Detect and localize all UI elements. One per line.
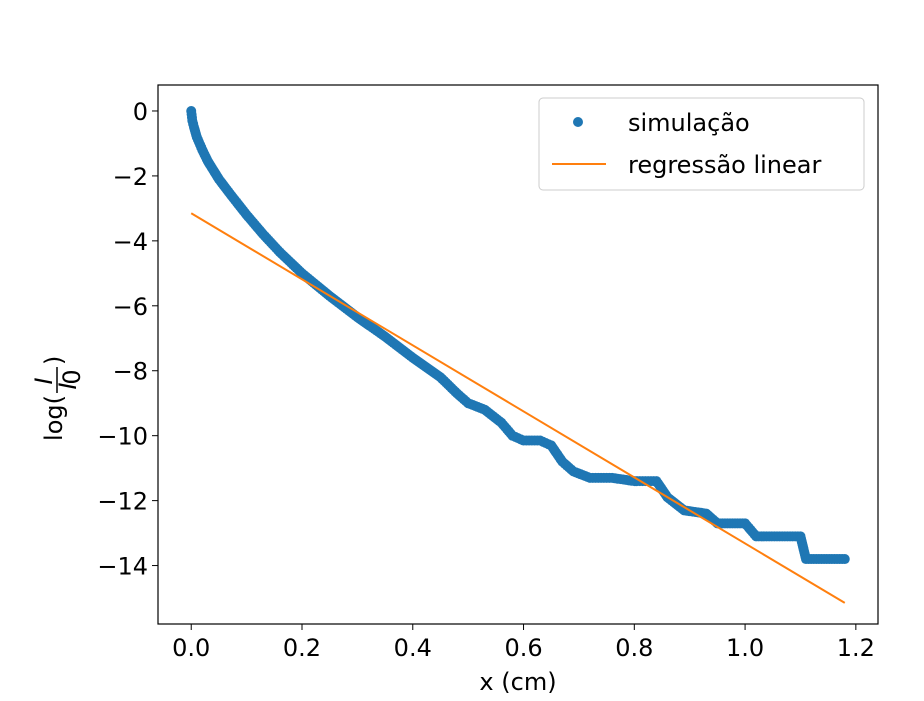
plot-frame [157,84,879,625]
legend-label-regressao: regressão linear [628,151,821,179]
legend: simulação regressão linear [538,97,865,191]
y-tick-label: 0 [133,98,148,126]
regression-line [190,212,846,604]
y-tick-label: −14 [97,553,148,581]
x-tick-label: 0.8 [615,634,653,662]
y-tick-label: −8 [113,358,148,386]
regression-line-series [190,212,846,604]
x-axis-label: x (cm) [479,668,556,696]
y-tick-label: −6 [113,293,148,321]
legend-label-simulacao: simulação [628,109,750,137]
y-label-denominator: I [54,382,82,389]
y-label-numerator: I [30,377,58,384]
y-tick-label: −12 [97,488,148,516]
y-label-prefix: log( [40,395,68,441]
legend-box [538,97,865,191]
plot-area [186,105,850,604]
y-axis-label: log( II0) [30,356,86,441]
x-tick-label: 0.0 [172,634,210,662]
x-tick-label: 0.2 [283,634,321,662]
y-axis-ticks: 0 −2 −4 −6 −8 −10 −12 −14 [97,98,158,581]
y-tick-label: −4 [113,228,148,256]
y-label-suffix: ) [40,356,68,365]
scatter-point [839,554,850,565]
y-tick-label: −2 [113,163,148,191]
y-tick-label: −10 [97,423,148,451]
legend-marker-simulacao [573,117,583,127]
y-label-subscript: 0 [58,369,86,384]
x-axis-ticks: 0.0 0.2 0.4 0.6 0.8 1.0 1.2 [172,624,875,662]
x-tick-label: 0.4 [394,634,432,662]
x-tick-label: 1.0 [726,634,764,662]
x-tick-label: 1.2 [837,634,875,662]
x-tick-label: 0.6 [504,634,542,662]
